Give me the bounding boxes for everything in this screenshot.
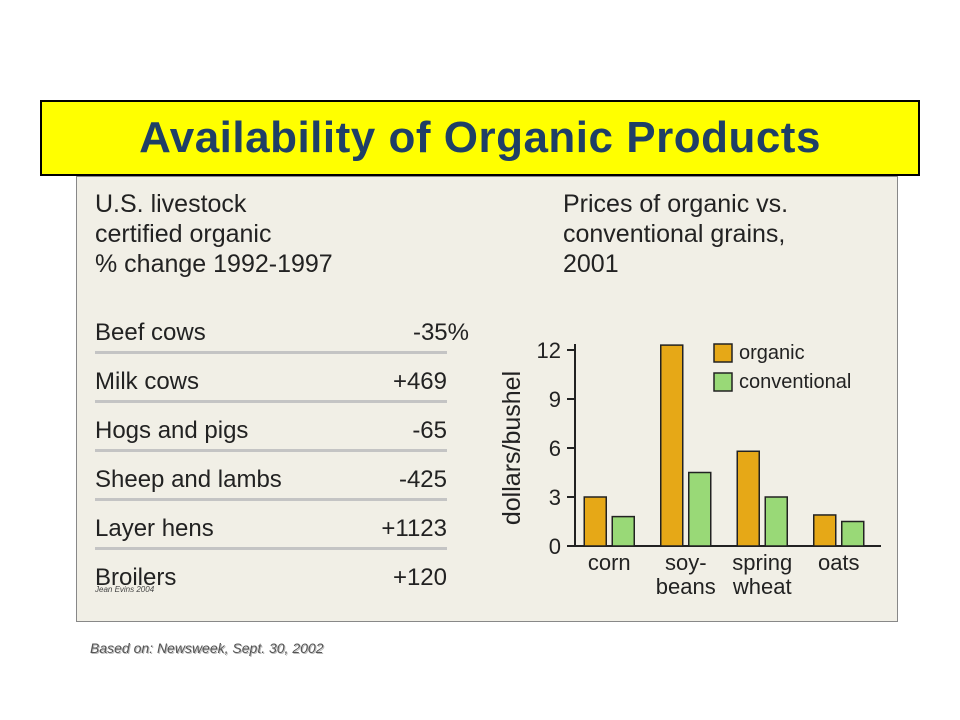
livestock-heading: U.S. livestock certified organic % chang… (95, 189, 475, 279)
infographic-panel: U.S. livestock certified organic % chang… (76, 176, 898, 622)
chart-title-line: 2001 (563, 250, 619, 278)
list-item: Sheep and lambs -425 (95, 464, 447, 513)
bar-conventional (764, 496, 788, 547)
livestock-value: +120 (392, 564, 447, 591)
bar-organic (813, 514, 837, 547)
livestock-value: -425 (398, 466, 447, 493)
bar-conventional (841, 520, 865, 547)
livestock-label: Milk cows (95, 368, 200, 395)
livestock-label: Broilers (95, 564, 177, 591)
x-tick-label: spring (732, 550, 792, 575)
bar-conventional (611, 515, 635, 547)
livestock-label: Hogs and pigs (95, 417, 249, 444)
legend-swatch (713, 372, 733, 392)
legend-label: conventional (739, 371, 851, 393)
bar-organic (736, 450, 760, 547)
livestock-heading-line: certified organic (95, 220, 272, 248)
list-item: Hogs and pigs -65 (95, 415, 447, 464)
livestock-label: Layer hens (95, 515, 214, 542)
livestock-list: Beef cows -35% Milk cows +469 Hogs and p… (95, 317, 469, 611)
divider (95, 400, 447, 403)
divider (95, 351, 447, 354)
bar-conventional (688, 471, 712, 547)
legend-label: organic (739, 342, 805, 364)
title-bar: Availability of Organic Products (40, 100, 920, 176)
divider (95, 449, 447, 452)
x-tick-label: corn (588, 550, 631, 575)
livestock-value: -65 (412, 417, 447, 444)
y-tick-label: 12 (537, 338, 561, 363)
x-tick-label: soy- (665, 550, 707, 575)
list-item: Milk cows +469 (95, 366, 447, 415)
livestock-value: +469 (392, 368, 447, 395)
list-item: Layer hens +1123 (95, 513, 447, 562)
livestock-label: Beef cows (95, 319, 206, 346)
list-item: Beef cows -35% (95, 317, 469, 366)
livestock-heading-line: % change 1992-1997 (95, 250, 333, 278)
y-tick-label: 3 (549, 485, 561, 510)
livestock-heading-line: U.S. livestock (95, 190, 247, 218)
chart-title-line: Prices of organic vs. (563, 190, 789, 218)
bar-organic (583, 496, 607, 547)
bar-organic (660, 344, 684, 547)
y-tick-label: 6 (549, 436, 561, 461)
x-tick-label: beans (656, 574, 716, 599)
y-axis-label: dollars/bushel (498, 371, 526, 525)
grain-price-chart: 0 3 6 9 12 dollars/bushel corn soy-beans springw… (498, 338, 881, 599)
divider (95, 547, 447, 550)
x-tick-label: wheat (732, 574, 792, 599)
chart-title: Prices of organic vs. conventional grain… (563, 189, 893, 279)
y-tick-label: 0 (549, 534, 561, 559)
artist-signature: Jean Evins 2004 (95, 585, 155, 594)
chart-title-line: conventional grains, (563, 220, 786, 248)
livestock-value: +1123 (381, 515, 447, 542)
source-note: Based on: Newsweek, Sept. 30, 2002 (90, 640, 324, 656)
livestock-label: Sheep and lambs (95, 466, 282, 493)
legend-swatch (713, 343, 733, 363)
y-tick-label: 9 (549, 387, 561, 412)
divider (95, 498, 447, 501)
page-title: Availability of Organic Products (139, 113, 821, 162)
list-item: Broilers +120 (95, 562, 447, 611)
x-tick-label: oats (818, 550, 860, 575)
livestock-value: -35% (412, 319, 469, 346)
